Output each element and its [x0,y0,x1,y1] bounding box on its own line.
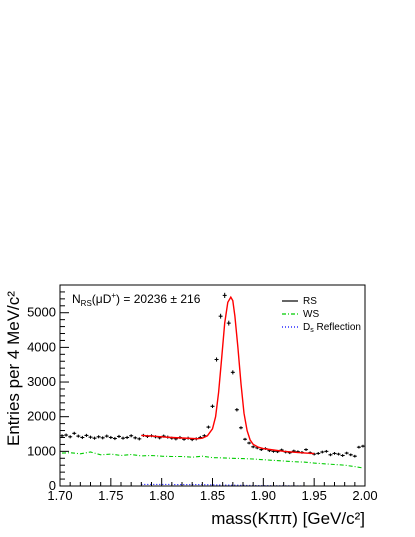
x-tick-label: 1.75 [98,488,123,503]
data-point-rs [214,357,219,362]
legend: RS WS Ds Reflection [282,296,361,334]
x-tick-label: 1.90 [251,488,276,503]
data-point-rs [137,437,142,441]
data-point-rs [92,436,97,440]
data-point-rs [222,292,227,298]
data-point-rs [324,449,329,453]
data-point-rs [88,435,93,439]
data-point-rs [304,448,309,451]
y-tick-label: 3000 [27,374,56,389]
data-layer [60,292,365,487]
y-tick-label: 1000 [27,443,56,458]
data-point-rs [64,433,69,437]
x-tick-label: 2.00 [352,488,377,503]
data-point-rs [356,445,361,449]
data-point-rs [60,434,65,438]
legend-label-rs: RS [303,296,317,307]
data-point-rs [238,426,243,430]
data-point-rs [210,404,215,409]
legend-label-ws: WS [303,309,319,320]
y-tick-label: 5000 [27,305,56,320]
data-point-rs [328,453,333,457]
data-point-rs [320,450,325,454]
data-point-rs [116,434,121,439]
data-point-rs [243,437,248,441]
x-tick-label: 1.85 [200,488,225,503]
data-point-rs [80,435,85,440]
data-point-rs [104,434,109,438]
data-point-rs [348,453,353,457]
data-point-rs [230,370,235,375]
legend-label-ds: Ds Reflection [303,322,361,334]
data-point-rs [234,408,239,412]
data-point-rs [129,434,134,438]
series-line-ws [61,451,364,469]
data-point-rs [125,435,130,440]
data-point-rs [247,441,252,445]
data-point-rs [344,451,349,455]
data-point-rs [112,436,117,441]
data-point-rs [100,436,105,440]
data-point-rs [218,313,223,319]
data-point-rs [96,435,101,439]
data-point-rs [360,444,365,448]
data-point-rs [352,454,357,458]
x-axis-title: mass(Kππ) [GeV/c²] [211,509,365,528]
data-point-rs [340,454,345,457]
ticks-layer: 1.70 1.75 1.80 1.85 1.90 1.95 2.00 0 1000 2000 300… [27,291,378,503]
annotation-text: NRS(μD+) = 20236 ± 216 [72,291,201,308]
data-point-rs [206,425,211,429]
data-point-rs [332,452,337,455]
y-tick-label: 0 [49,478,56,493]
y-tick-label: 2000 [27,409,56,424]
data-point-rs [121,436,126,440]
data-point-rs [133,436,138,440]
x-tick-label: 1.80 [149,488,174,503]
x-tick-label: 1.70 [47,488,72,503]
data-point-rs [226,320,231,326]
data-point-rs [84,433,89,437]
y-tick-label: 4000 [27,339,56,354]
plot-frame [59,284,366,487]
data-point-rs [68,435,73,439]
data-point-rs [336,452,341,456]
y-axis-title: Entries per 4 MeV/c² [4,291,23,446]
series-line-rs-fit [141,295,315,455]
data-point-rs [76,434,81,438]
data-point-rs [108,435,113,440]
data-point-rs [72,431,77,435]
data-point-rs [251,445,256,449]
data-point-rs [316,452,321,455]
x-tick-label: 1.95 [302,488,327,503]
